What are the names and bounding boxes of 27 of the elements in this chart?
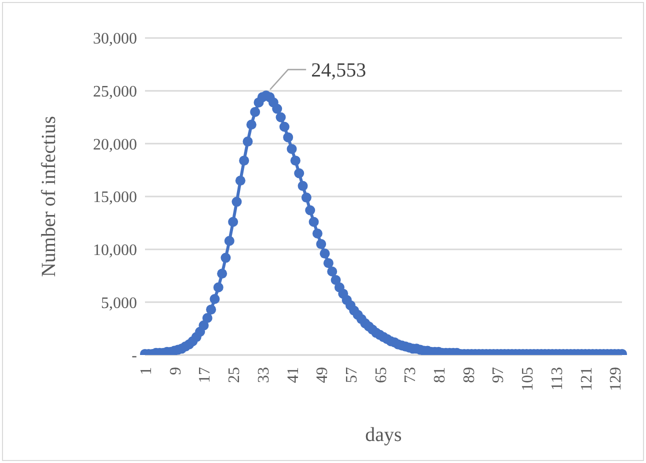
x-tick-label: 73 [402,367,420,383]
x-tick-label: 41 [284,367,302,383]
x-tick-label: 121 [578,367,596,391]
x-tick-label: 97 [490,367,508,383]
x-tick-label: 9 [167,367,184,375]
y-tick-label: 25,000 [93,84,137,101]
x-tick-label: 81 [432,367,449,383]
y-axis-title: Number of infectius [38,116,60,278]
x-tick-label: 57 [343,367,360,383]
x-tick-label: 33 [255,367,272,383]
y-tick-label: 20,000 [93,136,137,154]
x-tick-label: 49 [314,367,332,383]
annotation: 24,553 [311,60,366,82]
x-axis-title: days [365,424,402,446]
x-tick-label: 1 [138,367,155,375]
x-tick-label: 65 [372,367,390,383]
x-tick-label: 105 [520,367,537,391]
y-tick-label: 15,000 [93,189,137,206]
x-tick-label: 113 [548,367,566,390]
y-tick-label: 30,000 [93,30,137,48]
x-tick-label: 25 [226,367,244,383]
y-tick-label: 5,000 [101,294,137,312]
x-tick-label: 17 [196,367,214,383]
y-tick-label: 10,000 [93,242,137,260]
x-tick-label: 129 [608,367,625,391]
x-tick-label: 89 [460,367,478,383]
y-tick-label: - [132,348,137,365]
